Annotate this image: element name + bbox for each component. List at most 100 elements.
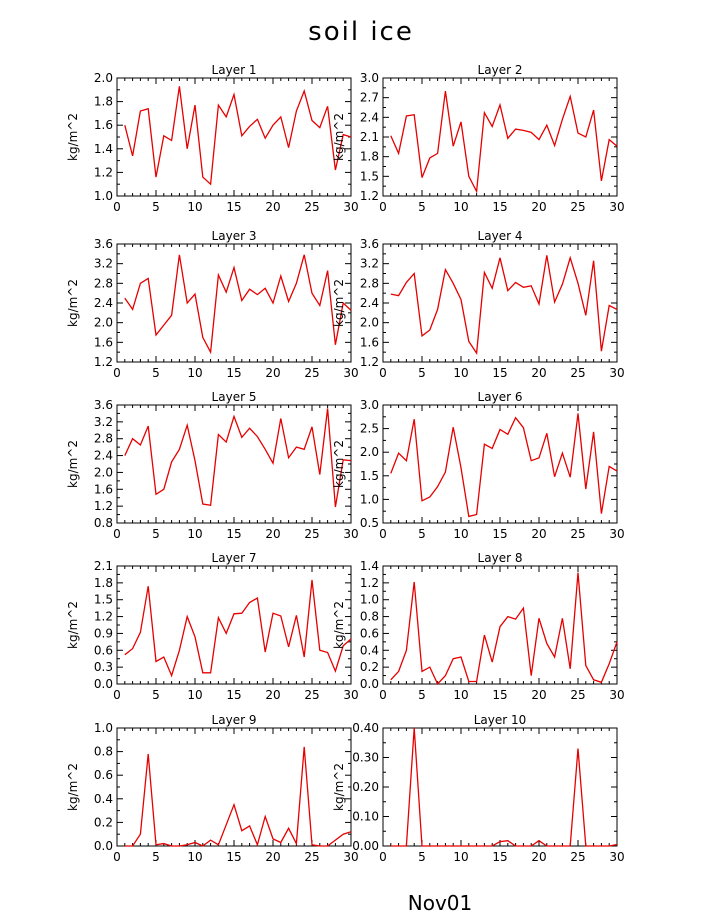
series-line (124, 579, 352, 678)
x-tick-label: 25 (304, 850, 319, 864)
y-tick-label: 0.8 (94, 516, 113, 530)
x-tick-label: 25 (304, 527, 319, 541)
y-tick-label: 0.8 (94, 745, 113, 759)
x-tick-label: 5 (418, 527, 426, 541)
x-tick-label: 20 (265, 200, 280, 214)
x-tick-label: 20 (531, 850, 546, 864)
y-tick-label: 0.10 (352, 810, 379, 824)
plot-frame (382, 77, 618, 197)
x-tick-label: 0 (113, 200, 121, 214)
y-tick-label: 1.8 (94, 576, 113, 590)
y-axis-label: kg/m^2 (332, 440, 346, 488)
y-tick-label: 2.0 (94, 465, 113, 479)
series-line (390, 572, 618, 686)
y-axis-label: kg/m^2 (332, 601, 346, 649)
x-tick-label: 0 (379, 200, 387, 214)
x-tick-label: 0 (379, 688, 387, 702)
x-tick-label: 25 (570, 688, 585, 702)
series-line (124, 408, 352, 508)
x-tick-label: 20 (265, 850, 280, 864)
x-tick-label: 5 (152, 850, 160, 864)
x-tick-label: 5 (152, 366, 160, 380)
x-tick-label: 30 (343, 200, 358, 214)
y-tick-label: 2.0 (94, 71, 113, 85)
x-tick-label: 30 (609, 850, 624, 864)
y-tick-label: 1.2 (94, 165, 113, 179)
x-tick-label: 0 (113, 527, 121, 541)
x-tick-label: 15 (226, 366, 241, 380)
x-tick-label: 5 (152, 527, 160, 541)
x-tick-label: 20 (531, 688, 546, 702)
panel-layer-3: Layer 3 0 5 10 15 20 25 30 1.2 1.6 2.0 2.4 2.8 3.2 3.6… (66, 229, 359, 380)
x-tick-label: 15 (492, 688, 507, 702)
y-tick-label: 0.2 (360, 660, 379, 674)
x-tick-label: 30 (343, 527, 358, 541)
x-tick-label: 15 (226, 200, 241, 214)
x-tick-label: 15 (492, 366, 507, 380)
y-tick-label: 3.0 (360, 398, 379, 412)
y-tick-label: 0.4 (94, 792, 113, 806)
x-tick-label: 15 (492, 200, 507, 214)
y-tick-label: 1.2 (360, 189, 379, 203)
y-axis-label: kg/m^2 (66, 440, 80, 488)
y-axis-label: kg/m^2 (66, 601, 80, 649)
x-tick-label: 0 (113, 850, 121, 864)
x-tick-label: 15 (226, 527, 241, 541)
panel-title: Layer 4 (478, 229, 523, 243)
y-axis-label: kg/m^2 (332, 763, 346, 811)
y-tick-label: 1.4 (94, 142, 113, 156)
x-axis-label: Nov01 (408, 891, 472, 912)
y-tick-label: 0.6 (94, 768, 113, 782)
y-tick-label: 2.8 (94, 432, 113, 446)
panel-title: Layer 9 (212, 713, 257, 727)
x-tick-label: 15 (492, 527, 507, 541)
x-tick-label: 15 (492, 850, 507, 864)
x-tick-label: 15 (226, 850, 241, 864)
x-tick-label: 15 (226, 688, 241, 702)
y-tick-label: 2.4 (360, 110, 379, 124)
y-tick-label: 2.1 (94, 559, 113, 573)
x-tick-label: 10 (453, 200, 468, 214)
series-line (124, 86, 352, 186)
y-tick-label: 0.5 (360, 516, 379, 530)
y-tick-label: 2.5 (360, 422, 379, 436)
series-line (124, 254, 352, 355)
y-tick-label: 1.6 (94, 482, 113, 496)
y-axis-label: kg/m^2 (66, 279, 80, 327)
x-tick-label: 5 (152, 688, 160, 702)
series-line (124, 746, 352, 847)
y-tick-label: 2.0 (94, 316, 113, 330)
x-tick-label: 10 (453, 366, 468, 380)
plot-frame (116, 727, 352, 847)
x-tick-label: 25 (570, 850, 585, 864)
x-tick-label: 5 (418, 366, 426, 380)
y-tick-label: 0.0 (360, 677, 379, 691)
y-tick-label: 1.4 (360, 559, 379, 573)
x-tick-label: 5 (418, 688, 426, 702)
x-tick-label: 20 (265, 688, 280, 702)
y-tick-label: 0.6 (360, 626, 379, 640)
y-tick-label: 0.9 (94, 626, 113, 640)
x-tick-label: 0 (379, 527, 387, 541)
x-tick-label: 10 (453, 688, 468, 702)
main-title: soil ice (308, 17, 414, 47)
y-axis-label: kg/m^2 (332, 113, 346, 161)
y-tick-label: 3.6 (94, 237, 113, 251)
x-tick-label: 5 (152, 200, 160, 214)
x-tick-label: 10 (187, 200, 202, 214)
x-tick-label: 0 (379, 366, 387, 380)
y-tick-label: 1.0 (94, 189, 113, 203)
panel-title: Layer 2 (478, 63, 523, 77)
x-tick-label: 25 (570, 366, 585, 380)
y-tick-label: 2.7 (360, 91, 379, 105)
y-tick-label: 2.8 (94, 276, 113, 290)
y-tick-label: 0.40 (352, 721, 379, 735)
y-tick-label: 1.6 (94, 335, 113, 349)
panel-title: Layer 3 (212, 229, 257, 243)
x-tick-label: 30 (609, 366, 624, 380)
y-tick-label: 0.2 (94, 815, 113, 829)
y-tick-label: 3.2 (94, 415, 113, 429)
x-tick-label: 0 (113, 688, 121, 702)
y-tick-label: 2.0 (360, 445, 379, 459)
panel-layer-4: Layer 40 5 10 15 20 25 301.21.62.02.42.83.23.6… (332, 229, 625, 380)
